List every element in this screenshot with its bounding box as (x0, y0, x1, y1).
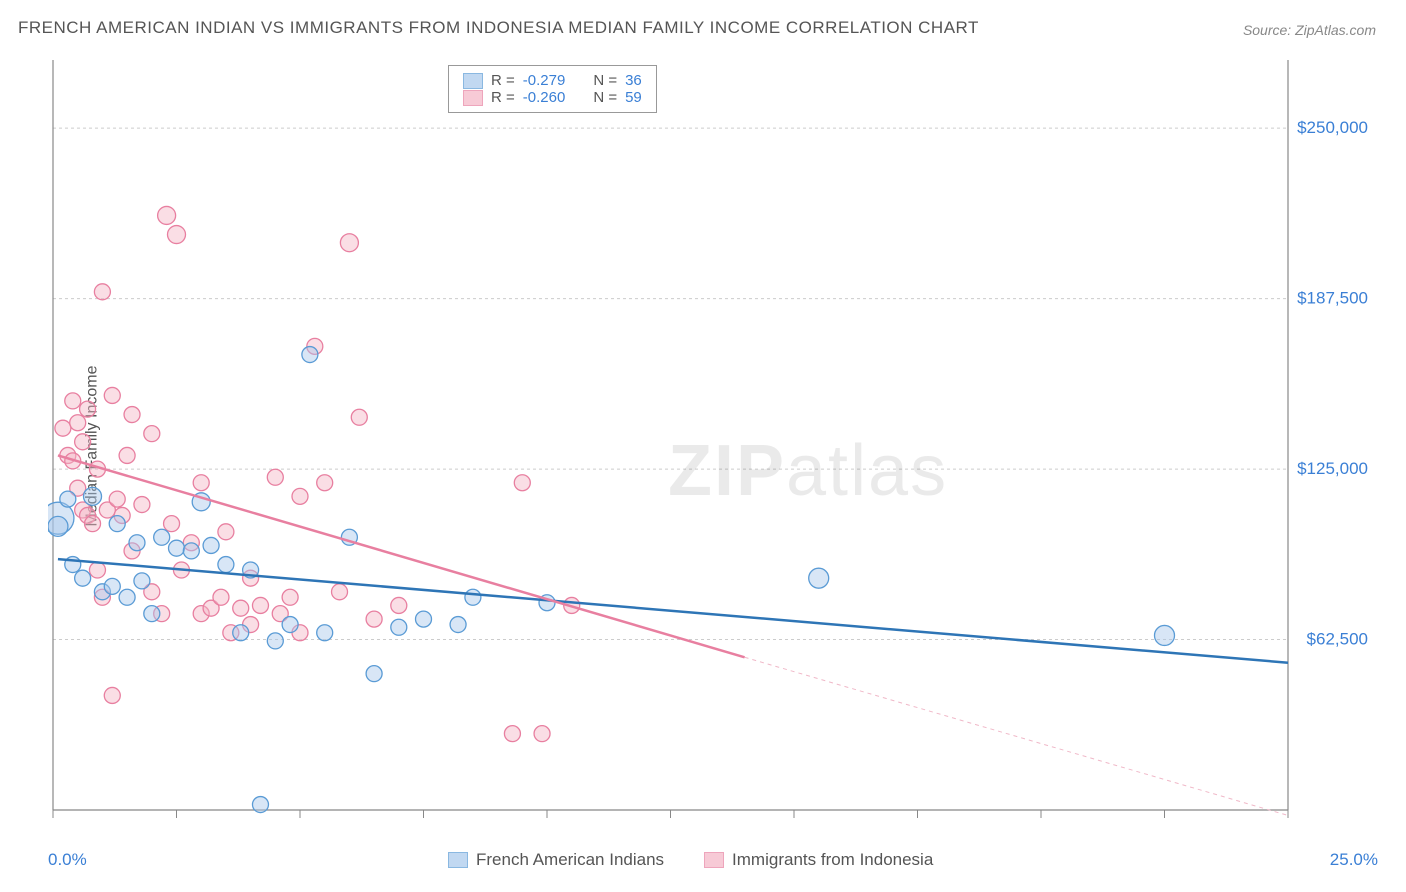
svg-text:$125,000: $125,000 (1297, 459, 1368, 478)
n-label: N = (593, 72, 617, 89)
swatch-blue-bottom (448, 852, 468, 868)
correlation-legend: R = -0.279 N = 36 R = -0.260 N = 59 (448, 65, 657, 113)
plot-area: $62,500$125,000$187,500$250,000 ZIPatlas… (48, 60, 1378, 840)
swatch-pink-bottom (704, 852, 724, 868)
svg-text:$250,000: $250,000 (1297, 118, 1368, 137)
chart-title: FRENCH AMERICAN INDIAN VS IMMIGRANTS FRO… (18, 18, 979, 38)
scatter-chart: $62,500 $125,000 $187,500 $250,000 (48, 60, 1378, 840)
bottom-legend: French American Indians Immigrants from … (448, 850, 933, 870)
svg-text:$187,500: $187,500 (1297, 289, 1368, 308)
series1-label: French American Indians (476, 850, 664, 870)
legend-item-series1: French American Indians (448, 850, 664, 870)
x-axis-max-label: 25.0% (1330, 850, 1378, 870)
n-value-1: 36 (625, 72, 642, 89)
swatch-blue (463, 73, 483, 89)
n-value-2: 59 (625, 89, 642, 106)
r-label: R = (491, 72, 515, 89)
swatch-pink (463, 90, 483, 106)
r-value-2: -0.260 (523, 89, 566, 106)
n-label-2: N = (593, 89, 617, 106)
source-attribution: Source: ZipAtlas.com (1243, 22, 1376, 38)
svg-text:$62,500: $62,500 (1307, 630, 1368, 649)
r-label-2: R = (491, 89, 515, 106)
series2-label: Immigrants from Indonesia (732, 850, 933, 870)
legend-row-series1: R = -0.279 N = 36 (463, 72, 642, 89)
legend-row-series2: R = -0.260 N = 59 (463, 89, 642, 106)
legend-item-series2: Immigrants from Indonesia (704, 850, 933, 870)
x-axis-min-label: 0.0% (48, 850, 87, 870)
r-value-1: -0.279 (523, 72, 566, 89)
